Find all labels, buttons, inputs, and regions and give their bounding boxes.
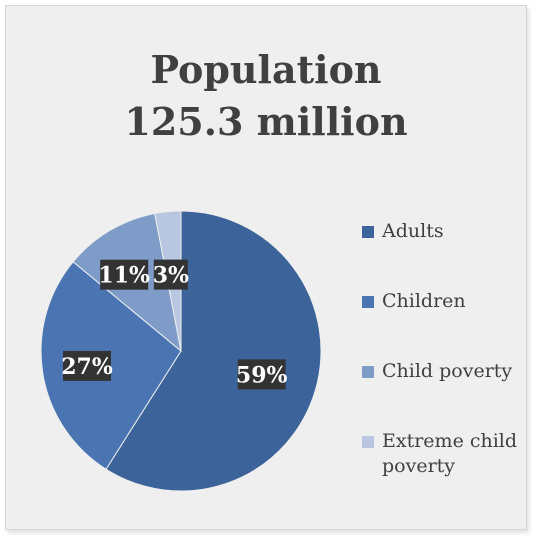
data-label-text: 59% bbox=[236, 362, 288, 388]
pie-slices bbox=[40, 210, 322, 492]
legend-swatch-extreme-child-poverty bbox=[362, 436, 374, 448]
chart-title: Population 125.3 million bbox=[6, 44, 526, 148]
legend-item-adults: Adults bbox=[362, 219, 532, 244]
legend-swatch-children bbox=[362, 296, 374, 308]
legend-item-children: Children bbox=[362, 289, 532, 314]
legend-label-child-poverty: Child poverty bbox=[382, 360, 513, 382]
data-label-box bbox=[153, 259, 188, 290]
legend-label-adults: Adults bbox=[382, 220, 444, 242]
pie-data-labels: 59% 27% 11% 3% bbox=[61, 259, 288, 390]
data-label-child-poverty: 11% bbox=[98, 259, 150, 290]
chart-title-line-1: Population bbox=[150, 47, 382, 92]
legend-item-child-poverty: Child poverty bbox=[362, 359, 532, 384]
pie-slice-children bbox=[40, 261, 182, 470]
legend: Adults Children Child poverty Extreme ch… bbox=[362, 219, 532, 479]
data-label-box bbox=[100, 259, 149, 290]
data-label-box bbox=[63, 350, 111, 381]
data-label-text: 11% bbox=[98, 263, 150, 289]
legend-label-extreme-child-poverty: Extreme child poverty bbox=[382, 430, 518, 477]
pie-slice-adults bbox=[105, 210, 322, 492]
legend-swatch-child-poverty bbox=[362, 366, 374, 378]
data-label-box bbox=[237, 359, 286, 390]
data-label-text: 27% bbox=[61, 354, 113, 380]
data-label-extreme-child-poverty: 3% bbox=[153, 259, 189, 290]
chart-area: Population 125.3 million 59% 27% 11% 3% Adu… bbox=[5, 5, 527, 530]
pie-chart: 59% 27% 11% 3% bbox=[40, 210, 322, 492]
data-label-text: 3% bbox=[153, 263, 189, 289]
data-label-adults: 59% bbox=[236, 359, 288, 390]
legend-swatch-adults bbox=[362, 226, 374, 238]
data-label-children: 27% bbox=[61, 350, 113, 381]
legend-item-extreme-child-poverty: Extreme child poverty bbox=[362, 429, 532, 479]
chart-title-line-2: 125.3 million bbox=[124, 99, 408, 144]
legend-label-children: Children bbox=[382, 290, 466, 312]
